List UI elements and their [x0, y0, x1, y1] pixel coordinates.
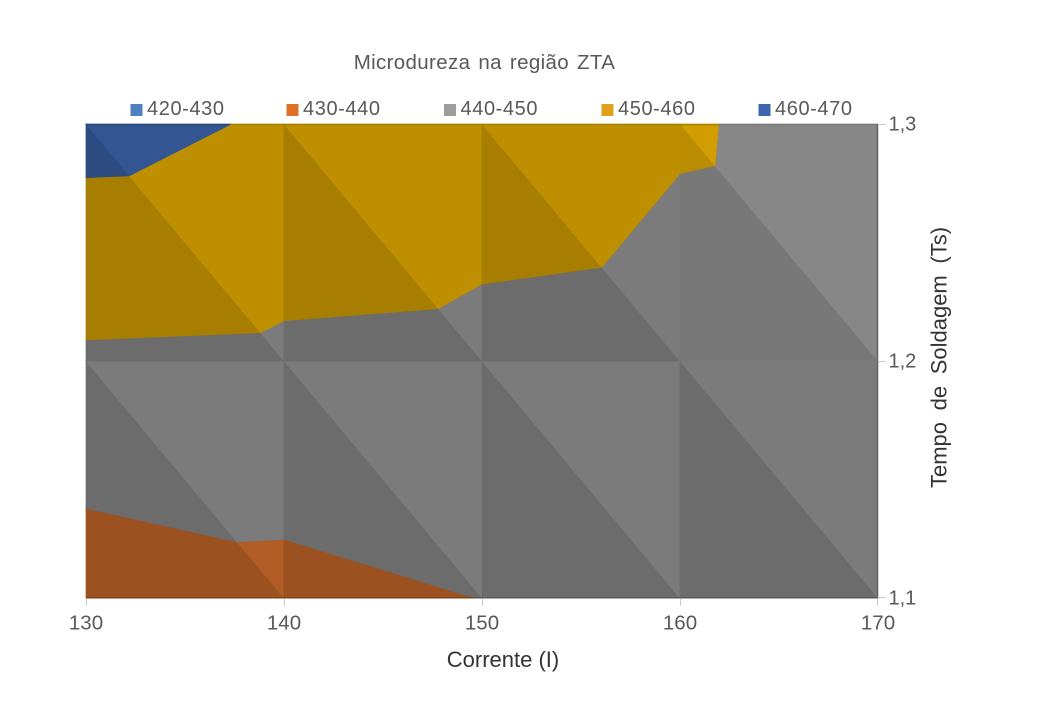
svg-text:440-450: 440-450 [461, 98, 539, 120]
svg-text:420-430: 420-430 [147, 98, 225, 120]
svg-text:430-440: 430-440 [303, 98, 381, 120]
svg-text:160: 160 [663, 612, 697, 635]
svg-text:140: 140 [267, 612, 301, 635]
svg-text:1,1: 1,1 [889, 588, 917, 610]
svg-text:Tempo de Soldagem (Ts): Tempo de Soldagem (Ts) [927, 227, 952, 488]
svg-text:130: 130 [69, 612, 103, 635]
svg-text:170: 170 [861, 612, 895, 635]
svg-text:460-470: 460-470 [775, 98, 853, 120]
svg-text:450-460: 450-460 [618, 98, 696, 120]
svg-text:1,3: 1,3 [889, 114, 917, 136]
svg-text:Microdureza na região ZTA: Microdureza na região ZTA [354, 51, 616, 74]
svg-text:Corrente (I): Corrente (I) [447, 647, 559, 672]
svg-text:150: 150 [465, 612, 499, 635]
svg-text:1,2: 1,2 [889, 351, 917, 373]
